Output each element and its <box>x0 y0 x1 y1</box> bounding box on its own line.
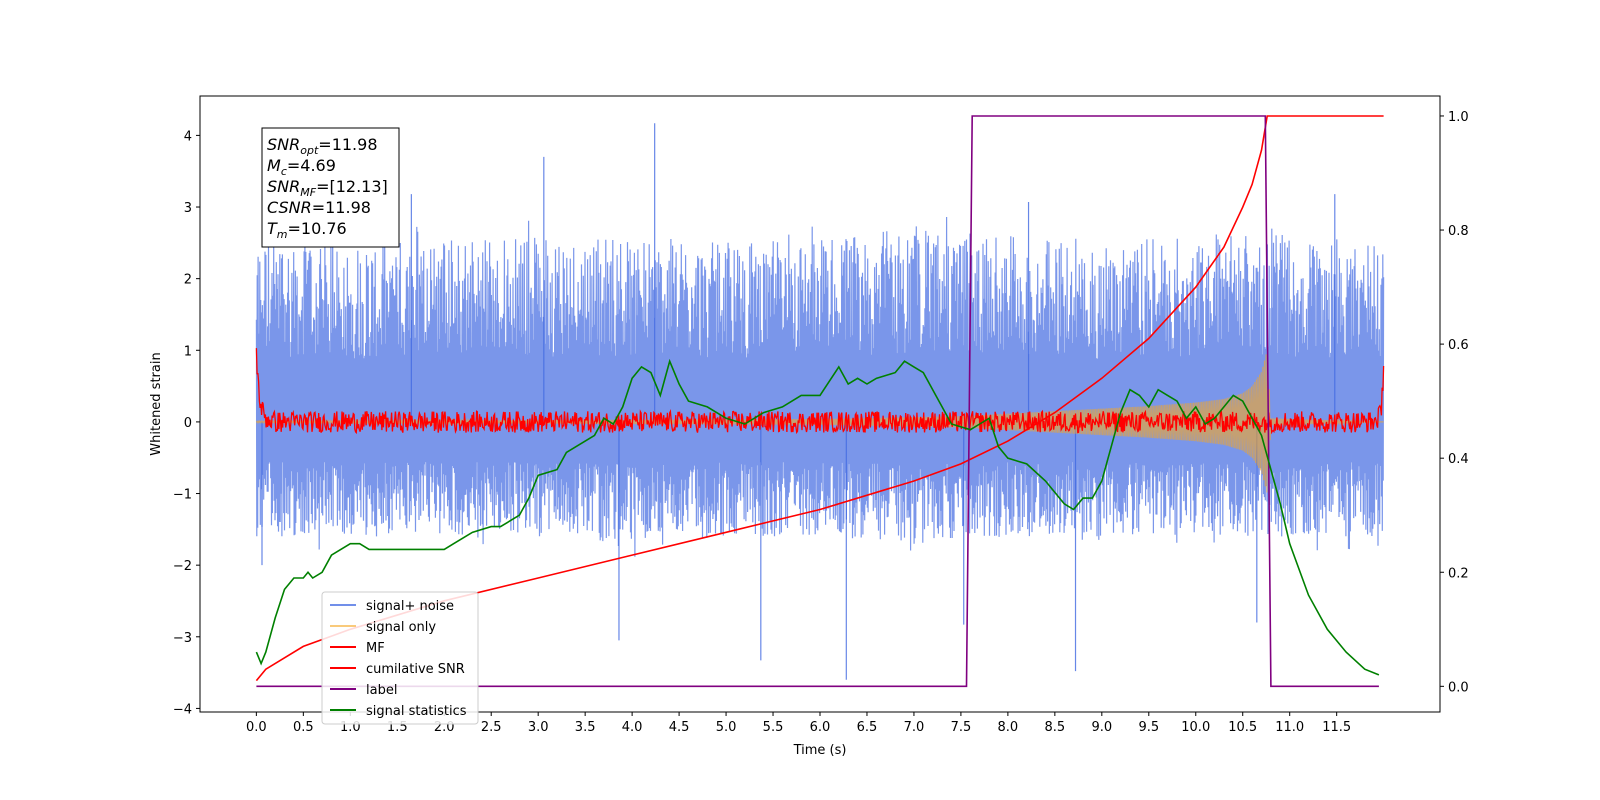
x-tick-label: 0.0 <box>246 720 267 735</box>
legend-label: MF <box>366 641 385 656</box>
legend-label: cumilative SNR <box>366 662 465 677</box>
x-tick-label: 3.0 <box>528 720 549 735</box>
y-left-tick-label: 0 <box>184 416 192 431</box>
y-right-tick-label: 0.2 <box>1448 566 1469 581</box>
y-left-tick-label: −4 <box>173 702 192 717</box>
x-tick-label: 7.0 <box>904 720 925 735</box>
x-tick-label: 10.5 <box>1228 720 1257 735</box>
legend-label: signal only <box>366 620 436 635</box>
annotation-frame <box>261 127 400 248</box>
y-axis-label: Whitened strain <box>149 352 164 455</box>
legend-label: label <box>366 683 397 698</box>
y-left-tick-label: 1 <box>184 344 192 359</box>
legend-label: signal+ noise <box>366 599 454 614</box>
series-signal-noise-line <box>255 216 1385 557</box>
x-tick-label: 2.5 <box>481 720 502 735</box>
annotation-line: Mc=4.69 <box>267 156 336 178</box>
y-left-tick-label: −1 <box>173 488 192 503</box>
legend-frame <box>321 591 479 725</box>
x-tick-label: 4.0 <box>622 720 643 735</box>
series-signal-statistics-line <box>255 358 1380 676</box>
legend-label: signal statistics <box>366 704 467 719</box>
y-right-tick-label: 0.8 <box>1448 224 1469 239</box>
x-tick-label: 9.5 <box>1138 720 1159 735</box>
x-tick-label: 7.5 <box>951 720 972 735</box>
y-left-tick-label: 3 <box>184 201 192 216</box>
x-tick-label: 0.5 <box>293 720 314 735</box>
x-tick-label: 9.0 <box>1091 720 1112 735</box>
x-tick-label: 11.5 <box>1322 720 1351 735</box>
x-tick-label: 10.0 <box>1181 720 1210 735</box>
x-tick-label: 5.0 <box>716 720 737 735</box>
legend: signal+ noise signal only MF cumilative SNR… <box>321 591 479 725</box>
x-tick-label: 8.0 <box>998 720 1019 735</box>
y-left-tick-label: −2 <box>173 559 192 574</box>
series-mf-line <box>255 348 1385 435</box>
series-label-line <box>256 115 1379 688</box>
y-right-tick-label: 0.4 <box>1448 452 1469 467</box>
x-tick-label: 5.5 <box>763 720 784 735</box>
annotation-line: CSNR=11.98 <box>267 198 371 217</box>
x-tick-label: 6.0 <box>810 720 831 735</box>
annotation-line: Tm=10.76 <box>267 219 347 241</box>
y-left-tick-label: −3 <box>173 631 192 646</box>
y-left-tick-label: 2 <box>184 273 192 288</box>
annotation-line: SNRopt=11.98 <box>267 135 378 157</box>
stats-annotation-box: SNRopt=11.98Mc=4.69SNRMF=[12.13]CSNR=11.… <box>261 127 400 248</box>
y-left-tick-label: 4 <box>184 129 192 144</box>
x-tick-label: 11.0 <box>1275 720 1304 735</box>
y-right-tick-label: 1.0 <box>1448 110 1469 125</box>
x-tick-label: 3.5 <box>575 720 596 735</box>
x-tick-label: 8.5 <box>1045 720 1066 735</box>
y-right-tick-label: 0.6 <box>1448 338 1469 353</box>
ticks-layer: 0.0 0.5 1.0 1.5 2.0 2.5 3.0 3.5 4.0 4.5 5.0 5.5 6.0 6… <box>173 110 1469 735</box>
y-right-tick-label: 0.0 <box>1448 680 1469 695</box>
x-tick-label: 6.5 <box>857 720 878 735</box>
annotation-line: SNRMF=[12.13] <box>267 177 388 199</box>
x-tick-label: 4.5 <box>669 720 690 735</box>
x-axis-label: Time (s) <box>793 743 847 758</box>
